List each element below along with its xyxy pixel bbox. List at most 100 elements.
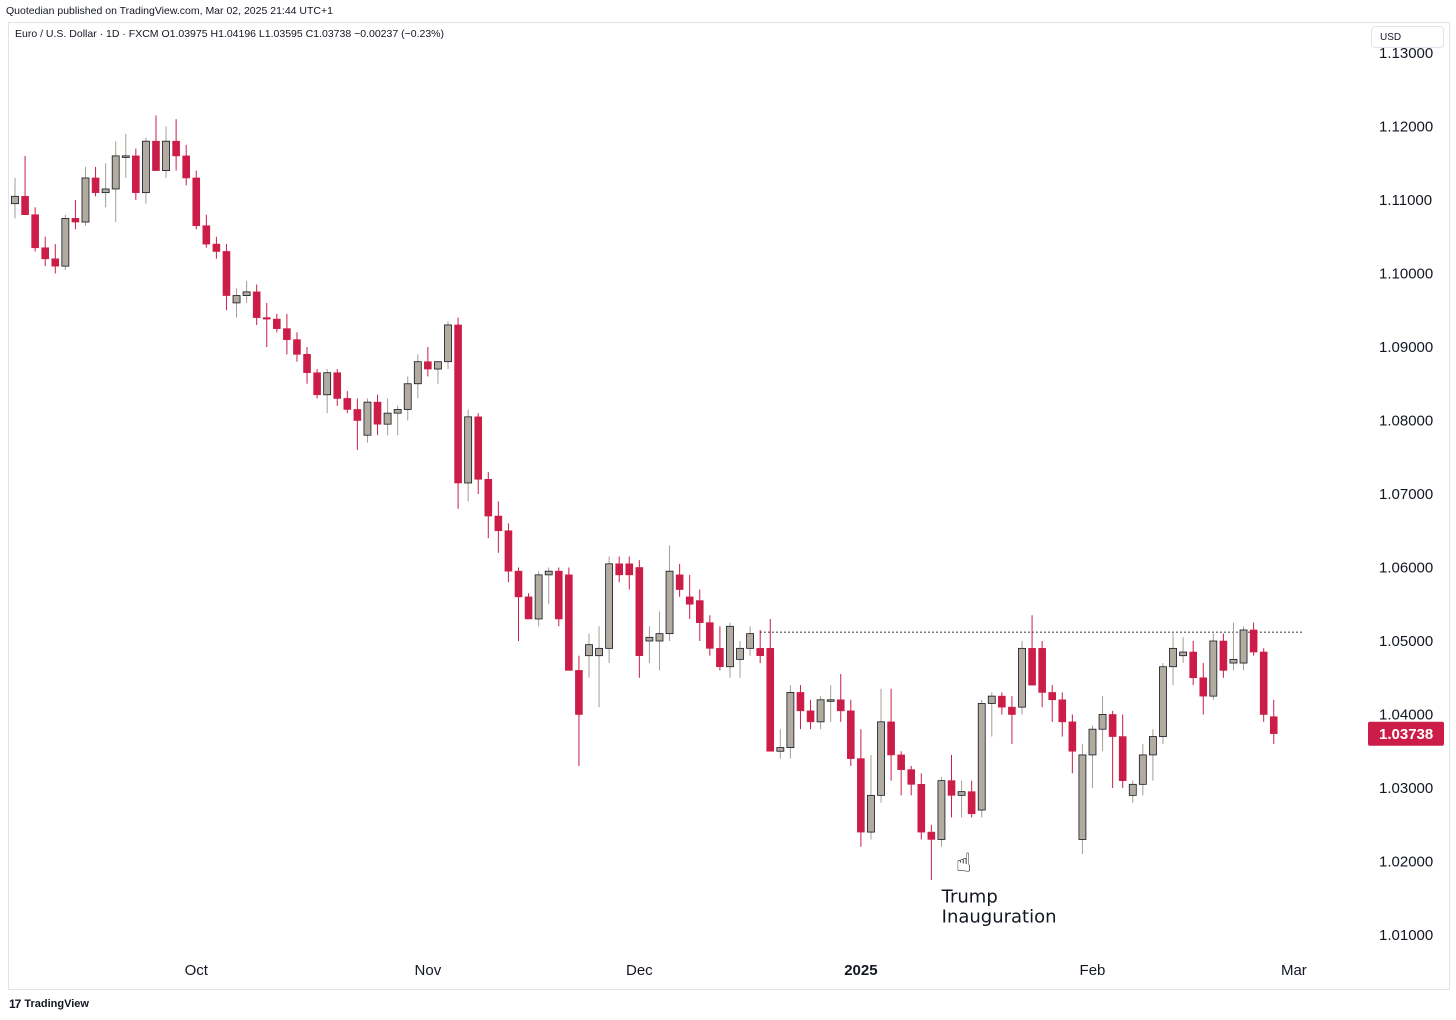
candle[interactable] [1018, 641, 1026, 715]
candle[interactable] [91, 166, 100, 197]
candle[interactable] [1269, 699, 1278, 744]
candle[interactable] [31, 207, 39, 252]
candle[interactable] [323, 369, 332, 414]
candle[interactable] [293, 332, 301, 362]
candle[interactable] [897, 751, 905, 796]
candle[interactable] [494, 501, 503, 553]
candle[interactable] [283, 313, 291, 355]
candle[interactable] [1058, 692, 1067, 737]
candle[interactable] [222, 244, 231, 311]
candle[interactable] [11, 177, 19, 219]
candle[interactable] [655, 611, 664, 671]
candle[interactable] [132, 148, 140, 200]
candle[interactable] [343, 391, 352, 414]
candle[interactable] [847, 699, 855, 766]
candle[interactable] [353, 398, 362, 450]
candle[interactable] [1108, 710, 1117, 788]
candle[interactable] [977, 699, 986, 818]
candle[interactable] [947, 754, 956, 818]
candle[interactable] [625, 556, 634, 590]
candle[interactable] [464, 409, 473, 502]
candle[interactable] [1249, 622, 1258, 656]
candle[interactable] [142, 137, 150, 204]
candle[interactable] [585, 633, 593, 678]
candle[interactable] [887, 688, 895, 781]
candle[interactable] [1259, 648, 1268, 722]
candle[interactable] [1219, 633, 1228, 678]
candle[interactable] [162, 126, 170, 178]
candle[interactable] [373, 394, 382, 436]
candle[interactable] [987, 692, 996, 737]
candle[interactable] [565, 567, 573, 671]
candle[interactable] [484, 471, 493, 539]
candle[interactable] [71, 200, 80, 230]
candle[interactable] [514, 567, 523, 642]
candle[interactable] [806, 699, 815, 730]
candle[interactable] [101, 163, 110, 208]
candle[interactable] [927, 824, 936, 880]
candle[interactable] [232, 288, 241, 318]
candle[interactable] [685, 574, 694, 619]
candle[interactable] [665, 545, 674, 641]
candle[interactable] [736, 641, 744, 678]
candle[interactable] [202, 214, 211, 248]
candle[interactable] [595, 626, 603, 708]
candle[interactable] [726, 622, 734, 678]
candle[interactable] [1149, 729, 1157, 781]
candle[interactable] [957, 780, 966, 818]
candle[interactable] [383, 398, 392, 436]
candle[interactable] [998, 692, 1006, 715]
candle[interactable] [1048, 685, 1057, 722]
candle[interactable] [252, 284, 261, 325]
candle[interactable] [212, 236, 221, 259]
candle[interactable] [877, 688, 885, 803]
candle[interactable] [81, 166, 90, 226]
candle[interactable] [1028, 615, 1036, 686]
candle[interactable] [504, 523, 513, 583]
candle[interactable] [454, 317, 462, 509]
candle[interactable] [635, 560, 644, 678]
candle[interactable] [796, 685, 805, 730]
candle[interactable] [121, 133, 130, 178]
candle[interactable] [182, 144, 190, 186]
candle[interactable] [766, 618, 775, 752]
candle[interactable] [937, 776, 946, 847]
candle[interactable] [192, 170, 201, 230]
candle[interactable] [524, 593, 533, 620]
candle[interactable] [1128, 780, 1137, 803]
candle[interactable] [554, 567, 563, 627]
candle[interactable] [645, 626, 654, 664]
candle[interactable] [172, 119, 180, 171]
candle[interactable] [1199, 663, 1208, 715]
candle[interactable] [615, 556, 624, 583]
candle[interactable] [1068, 714, 1077, 774]
candle[interactable] [303, 347, 311, 384]
candle[interactable] [857, 729, 865, 847]
candle[interactable] [1008, 696, 1016, 744]
candle[interactable] [61, 214, 70, 270]
candle[interactable] [313, 369, 321, 399]
candle[interactable] [756, 629, 764, 664]
candle[interactable] [575, 655, 583, 766]
candle[interactable] [413, 354, 422, 399]
candle[interactable] [867, 754, 875, 840]
candle[interactable] [706, 615, 714, 656]
candle[interactable] [111, 141, 120, 223]
candle[interactable] [444, 321, 452, 370]
candle[interactable] [262, 302, 271, 347]
candle[interactable] [333, 369, 342, 406]
candle[interactable] [675, 563, 684, 597]
candle[interactable] [474, 413, 483, 494]
candle[interactable] [21, 155, 29, 215]
candle[interactable] [716, 626, 724, 671]
candle[interactable] [51, 244, 60, 274]
candle[interactable] [363, 398, 372, 443]
candle[interactable] [1239, 626, 1248, 671]
candle[interactable] [424, 347, 432, 377]
candle[interactable] [1169, 633, 1177, 686]
currency-button[interactable]: USD [1371, 26, 1444, 48]
candle[interactable] [907, 765, 916, 796]
candle[interactable] [434, 361, 442, 384]
candle[interactable] [816, 696, 825, 730]
